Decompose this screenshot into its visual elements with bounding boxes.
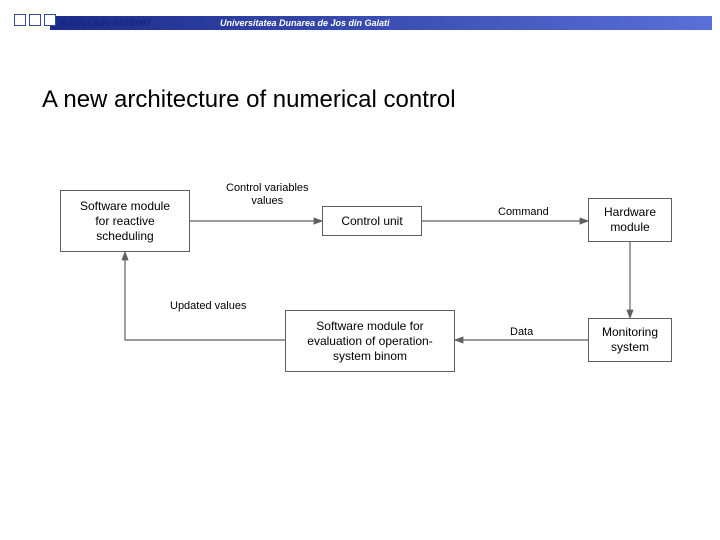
node-control: Control unit bbox=[322, 206, 422, 236]
edge-label-monitor-eval: Data bbox=[510, 326, 533, 339]
header-square bbox=[14, 14, 26, 26]
header-bar: Proiect IDEI 653/2007 Universitatea Duna… bbox=[0, 14, 720, 34]
node-reactive: Software modulefor reactivescheduling bbox=[60, 190, 190, 252]
node-hardware: Hardwaremodule bbox=[588, 198, 672, 242]
header-square bbox=[44, 14, 56, 26]
node-monitor: Monitoringsystem bbox=[588, 318, 672, 362]
header-squares bbox=[14, 14, 56, 26]
node-eval: Software module forevaluation of operati… bbox=[285, 310, 455, 372]
header-square bbox=[29, 14, 41, 26]
edge-label-reactive-control: Control variablesvalues bbox=[226, 182, 309, 208]
header-right-text: Universitatea Dunarea de Jos din Galati bbox=[220, 18, 390, 28]
edge-eval-reactive bbox=[125, 252, 285, 340]
header-left-text: Proiect IDEI 653/2007 bbox=[60, 18, 151, 28]
architecture-diagram: Software modulefor reactivescheduling Con… bbox=[40, 150, 680, 430]
page-title: A new architecture of numerical control bbox=[42, 86, 456, 114]
edge-label-control-hardware: Command bbox=[498, 206, 549, 219]
edge-label-eval-reactive: Updated values bbox=[170, 300, 246, 313]
